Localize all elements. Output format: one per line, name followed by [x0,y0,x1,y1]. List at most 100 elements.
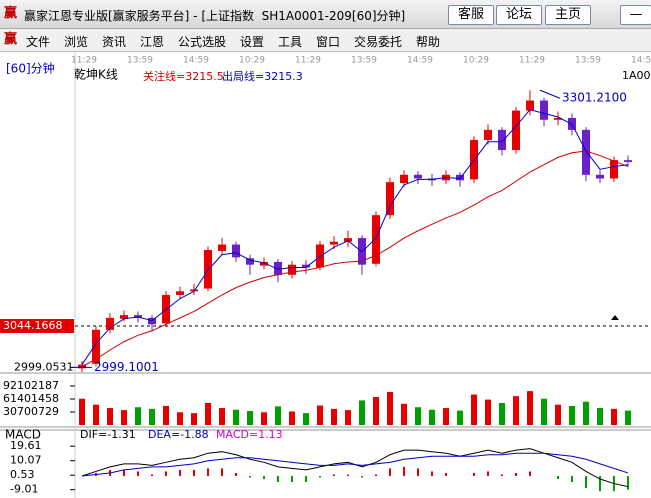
indicator-name: 乾坤K线 [74,67,118,82]
candle-body [596,174,604,179]
volume-bar [331,408,337,425]
volume-bar [583,401,589,425]
candle-body [288,264,296,275]
button[interactable]: 论坛 [496,5,542,25]
volume-bar [275,406,281,425]
candle-body [610,160,618,179]
chart: 11:29 13:59 14:59 10:29 11:29 13:59 14:59 10:29… [0,52,651,498]
y-tick-label: 19.61 [10,439,42,452]
volume-bar [149,408,155,425]
menu-item[interactable]: 公式选股 [178,35,227,49]
button[interactable]: 主页 [545,5,591,25]
candle-body [498,129,506,151]
candle-body [92,329,100,364]
menu-item[interactable]: 帮助 [416,35,441,49]
window-title: 赢家江恩专业版[赢家服务平台] - [上证指数 SH1A0001-209[60]… [24,9,406,23]
volume-bar [205,402,211,425]
volume-bar [373,397,379,425]
volume-bar [485,399,491,425]
line-label: 出局线=3215.3 [222,69,303,83]
menu-item[interactable]: 窗口 [316,35,341,49]
y-tick-label: 10.07 [10,454,42,467]
period-label: [60]分钟 [6,61,55,76]
menu-bar: 赢 文件 浏览 资讯 江恩 公式选股 设置 工具 窗口 交易委托 帮助 [0,29,651,52]
title-bar: 赢 赢家江恩专业版[赢家服务平台] - [上证指数 SH1A0001-209[6… [0,0,651,29]
candle-body [218,244,226,251]
volume-bar [177,412,183,425]
candle-body [484,129,492,140]
volume-bar [429,409,435,425]
volume-bar [443,408,449,425]
candle-body [120,315,128,319]
code-label: 1A00 [622,69,651,82]
indicator-line [81,150,629,367]
volume-bar [597,408,603,425]
candle-body [624,160,632,162]
y-tick-label: 3044.1668 [3,319,63,332]
candle-body [414,174,422,179]
candle-body [232,244,240,258]
macd-title: MACD [5,428,41,442]
candle-body [540,100,548,120]
volume-bar [303,413,309,425]
window-control[interactable]: — [620,5,651,25]
menu-icon: 赢 [4,32,18,47]
candle-body [274,261,282,275]
macd-label: DIF=-1.31 [80,428,136,441]
volume-bar [401,403,407,425]
current-price-box [0,318,74,333]
time-label: 14:59 [183,56,209,66]
y-tick-label: 92102187 [3,379,59,392]
candle-body [260,261,268,266]
volume-bar [135,407,141,425]
candle-body [512,110,520,151]
menu-item[interactable]: 资讯 [102,35,127,49]
menu-item[interactable]: 交易委托 [354,35,403,49]
candle-body [302,264,310,268]
candle-body [106,317,114,330]
menu-item[interactable]: 江恩 [140,35,165,49]
candle-body [582,129,590,175]
menu-item[interactable]: 文件 [26,35,51,49]
volume-bar [569,405,575,425]
y-tick-label: -9.01 [10,483,38,496]
volume-bar [513,396,519,425]
volume-bar [499,402,505,425]
time-label: 10:29 [239,56,265,66]
menu-item[interactable]: 浏览 [64,35,89,49]
time-label: 13:59 [351,56,377,66]
y-tick-label: 2999.0531 [14,360,74,373]
macd-line [81,448,629,488]
volume-bar [387,391,393,425]
time-label: 13:59 [575,56,601,66]
app-icon: 赢 [4,6,18,21]
candle-body [246,258,254,265]
time-label: 13:59 [127,56,153,66]
volume-bar [107,408,113,425]
volume-bar [457,410,463,425]
time-label: 11:29 [295,56,321,66]
candle-body [190,289,198,292]
time-label: 11:29 [519,56,545,66]
volume-bar [317,405,323,425]
line-label: 关注线=3215.5 [143,69,224,83]
annotation: 2999.1001 [94,360,159,374]
candle-body [456,174,464,181]
time-label: 14:59 [631,56,651,66]
y-tick-label: 30700729 [3,405,59,418]
volume-bar [527,391,533,425]
marker [611,315,619,320]
candle-body [344,238,352,242]
button[interactable]: 客服 [448,5,494,25]
menu-item[interactable]: 工具 [278,35,303,49]
volume-bar [625,410,631,425]
macd-label: MACD=1.13 [216,428,283,441]
volume-bar [541,398,547,425]
menu-item[interactable]: 设置 [240,35,265,49]
volume-bar [359,400,365,425]
volume-bar [191,413,197,425]
candle-body [372,215,380,264]
macd-label: DEA=-1.88 [148,428,209,441]
candle-body [204,250,212,289]
